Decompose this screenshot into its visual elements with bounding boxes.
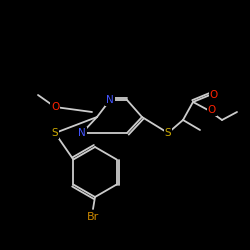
Text: N: N bbox=[106, 95, 114, 105]
Text: N: N bbox=[78, 128, 86, 138]
Text: O: O bbox=[210, 90, 218, 100]
Text: O: O bbox=[51, 102, 59, 112]
Text: S: S bbox=[165, 128, 171, 138]
Text: Br: Br bbox=[87, 212, 99, 222]
Text: S: S bbox=[52, 128, 58, 138]
Text: O: O bbox=[208, 105, 216, 115]
